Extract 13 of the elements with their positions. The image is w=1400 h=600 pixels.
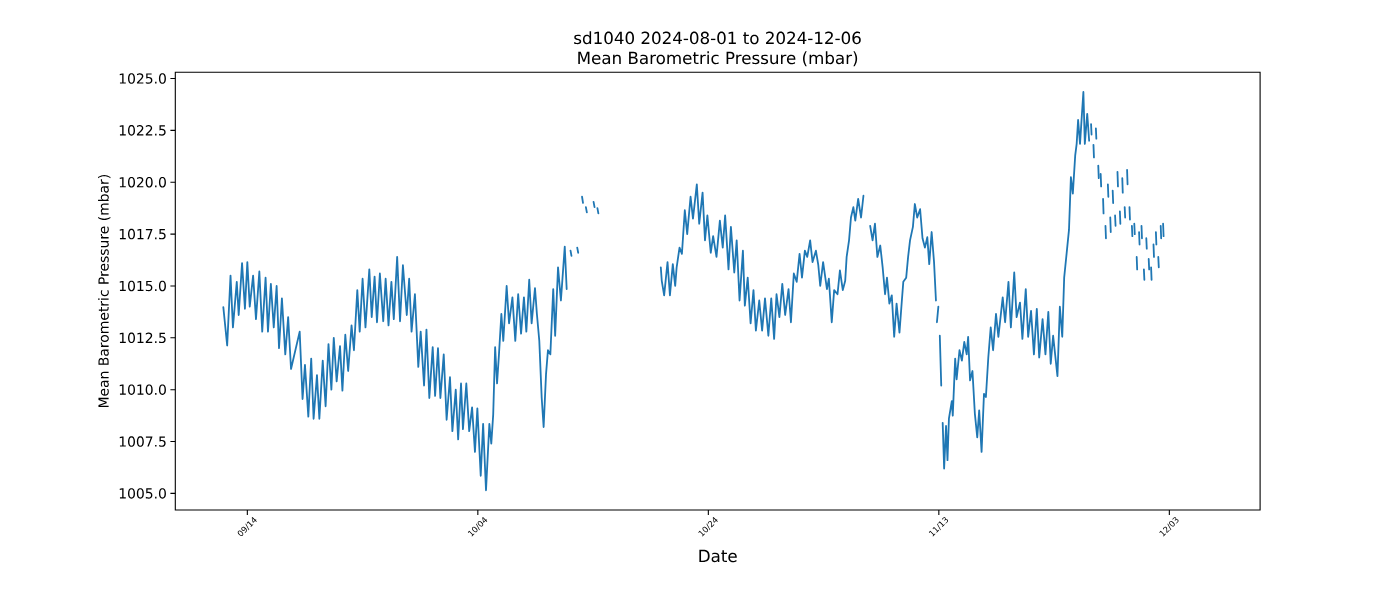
y-tick-label: 1012.5	[119, 332, 166, 344]
y-tick-label: 1010.0	[119, 384, 166, 395]
chart-subtitle: Mean Barometric Pressure (mbar)	[578, 51, 858, 67]
y-tick-label: 1020.0	[119, 176, 166, 188]
y-tick-label: 1025.0	[119, 73, 166, 84]
y-tick-label: 1005.0	[119, 488, 166, 499]
chart-title: sd1040 2024-08-01 to 2024-12-06	[574, 31, 861, 45]
y-tick-label: 1007.5	[119, 436, 166, 447]
y-tick-label: 1022.5	[119, 125, 166, 136]
x-axis-title: Date	[699, 549, 737, 563]
y-tick-label: 1015.0	[119, 280, 166, 292]
y-tick-label: 1017.5	[119, 228, 166, 240]
y-axis-title: Mean Barometric Pressure (mbar)	[98, 175, 111, 408]
